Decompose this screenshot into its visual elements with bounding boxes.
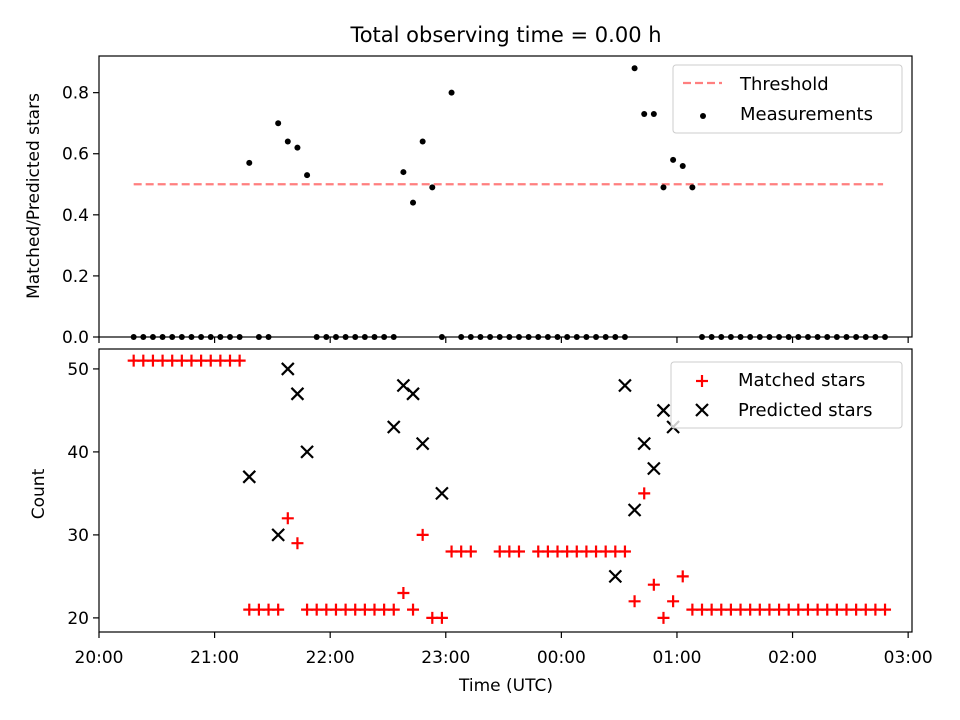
count-yticks: 20 30 40 50 [67, 360, 99, 629]
measurement-point [650, 111, 657, 118]
predicted-stars-point [271, 528, 285, 542]
ratio-legend-box [672, 64, 903, 134]
predicted-stars-point [386, 420, 401, 434]
chart-title: Total observing time = 0.00 h [349, 23, 661, 47]
matched-legend-label: Matched stars [738, 370, 865, 391]
measurement-point [294, 144, 301, 151]
xtick-label: 01:00 [652, 648, 701, 668]
matched-stars-point [657, 611, 670, 624]
matched-stars-point [435, 611, 448, 624]
predicted-stars-point [406, 387, 420, 401]
predicted-stars-point [647, 461, 661, 476]
measurement-point [631, 65, 638, 72]
ratio-yticks: 0.0 0.2 0.4 0.6 0.8 [62, 84, 99, 348]
measurement-point [429, 184, 436, 191]
measurement-point [660, 184, 667, 191]
ratio-ytick-label: 0.2 [62, 267, 89, 287]
count-ytick-label: 30 [67, 526, 89, 546]
measurement-point [410, 199, 417, 206]
measurement-point [448, 89, 455, 96]
matched-stars-point [416, 528, 429, 541]
matched-stars-point [618, 545, 631, 558]
ratio-ytick-label: 0.6 [62, 145, 89, 165]
matched-stars-point [233, 354, 246, 367]
xtick-label: 20:00 [75, 648, 124, 668]
count-ytick-label: 20 [67, 609, 89, 629]
measurement-point [419, 138, 426, 145]
measurement-point [670, 156, 677, 163]
ratio-ytick-label: 0.8 [62, 84, 89, 104]
count-legend: Matched stars Predicted stars [670, 361, 903, 429]
measurement-point [304, 172, 311, 179]
xtick-label: 23:00 [421, 648, 470, 668]
predicted-legend-label: Predicted stars [738, 400, 872, 421]
ratio-ytick-label: 0.0 [62, 328, 89, 348]
count-ytick-label: 50 [67, 360, 89, 380]
xtick-label: 00:00 [537, 648, 586, 668]
count-xticks: 20:00 21:00 22:00 23:00 00:00 01:00 02:00 03:00 [75, 632, 933, 668]
predicted-stars-point [415, 436, 430, 451]
measurement-point [275, 120, 282, 127]
measurement-point [284, 138, 291, 145]
predicted-stars-point [281, 362, 295, 376]
matched-legend-swatch [696, 375, 708, 387]
matched-stars-point [281, 512, 294, 525]
ratio-legend: Threshold Measurements [672, 64, 903, 134]
matched-stars-point [512, 545, 525, 558]
matched-stars-point [667, 595, 680, 608]
predicted-stars-point [627, 503, 642, 517]
ratio-axes-frame [98, 55, 913, 338]
matched-stars-point [464, 545, 477, 558]
predicted-stars-point [608, 569, 623, 584]
count-plot-area [127, 354, 892, 624]
threshold-legend-label: Threshold [739, 74, 829, 95]
count-axes-frame [98, 348, 913, 633]
count-legend-box [670, 361, 903, 429]
measurements-legend-label: Measurements [740, 104, 873, 125]
measurement-point [689, 184, 696, 191]
measurement-point [400, 169, 407, 176]
matched-stars-point [291, 537, 304, 550]
measurement-point [246, 159, 253, 166]
ratio-xticks [98, 337, 909, 343]
ratio-panel: 0.00.20.40.60.8 Matched/Predicted stars … [24, 55, 913, 348]
count-y-axis-label: Count [29, 468, 49, 519]
count-panel: 20 30 40 50 20:00 21:00 22:00 23:00 00:00 01:00 0… [29, 348, 933, 696]
matched-stars-point [676, 570, 689, 583]
matched-stars-point [272, 603, 285, 616]
xtick-label: 03:00 [884, 648, 933, 668]
predicted-stars-point [242, 470, 257, 484]
measurements-legend-swatch [700, 113, 706, 119]
xtick-label: 21:00 [190, 648, 239, 668]
predicted-stars-point [290, 387, 305, 401]
predicted-legend-swatch [695, 403, 709, 417]
count-ytick-label: 40 [67, 443, 89, 463]
measurement-point [641, 111, 648, 118]
matched-stars-point [397, 586, 410, 599]
predicted-stars-point [618, 378, 632, 393]
xtick-label: 02:00 [768, 648, 817, 668]
xtick-label: 22:00 [306, 648, 355, 668]
ratio-ytick-label: 0.4 [62, 206, 89, 226]
ratio-y-axis-label: Matched/Predicted stars [24, 93, 44, 299]
matched-stars-point [407, 603, 420, 616]
predicted-stars-point [300, 445, 314, 459]
matched-stars-point [628, 595, 641, 608]
measurement-point [679, 162, 686, 169]
matched-stars-point [638, 487, 651, 500]
predicted-stars-point [435, 486, 449, 501]
matched-stars-point [879, 603, 892, 616]
matched-stars-point [647, 578, 660, 591]
matched-stars-point [387, 603, 400, 616]
x-axis-label: Time (UTC) [458, 676, 553, 696]
predicted-stars-point [656, 403, 671, 418]
predicted-stars-point [637, 436, 651, 451]
